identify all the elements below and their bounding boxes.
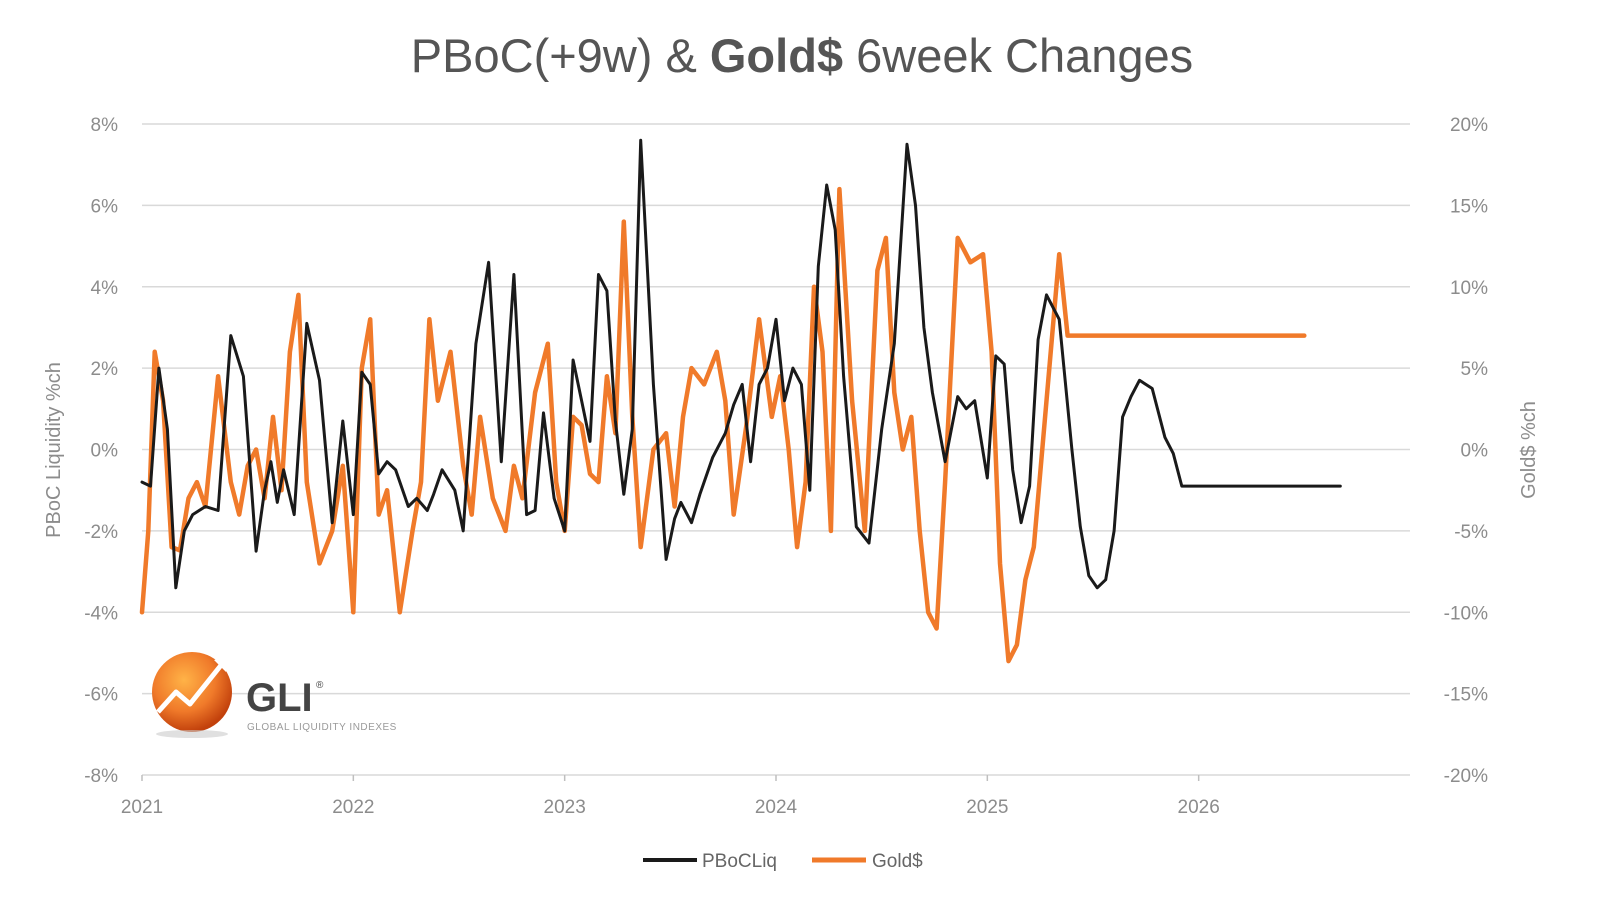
x-tick-label: 2022 (332, 797, 374, 818)
logo-subtitle: GLOBAL LIQUIDITY INDEXES (247, 722, 397, 733)
left-tick-label: 8% (91, 115, 119, 136)
logo-sphere-icon (152, 652, 232, 732)
series-line-pbocliq (140, 138, 1342, 590)
right-tick-label: -15% (1444, 685, 1488, 706)
series-line-gold (139, 186, 1307, 664)
title-bold: Gold$ (710, 29, 843, 82)
legend: PBoCLiq Gold$ (643, 851, 923, 872)
left-axis-title: PBoC Liquidity %ch (43, 362, 65, 538)
title-suffix: 6week Changes (843, 29, 1193, 82)
left-tick-label: -8% (84, 766, 118, 787)
x-axis-ticks: 2021 2022 2023 2024 2025 2026 (121, 775, 1220, 818)
series-layer (139, 138, 1342, 664)
gli-logo: GLI ® GLOBAL LIQUIDITY INDEXES (152, 652, 397, 738)
right-tick-label: 15% (1450, 196, 1488, 217)
x-tick-label: 2026 (1178, 797, 1220, 818)
x-tick-label: 2021 (121, 797, 163, 818)
left-tick-label: 2% (91, 359, 119, 380)
gridlines (142, 123, 1410, 776)
left-tick-label: -6% (84, 685, 118, 706)
x-tick-label: 2025 (966, 797, 1008, 818)
right-tick-label: 0% (1461, 441, 1489, 462)
right-tick-label: 10% (1450, 278, 1488, 299)
logo-name: GLI (246, 676, 313, 720)
chart-title: PBoC(+9w) & Gold$ 6week Changes (411, 29, 1193, 82)
right-tick-label: 20% (1450, 115, 1488, 136)
legend-label-gold: Gold$ (872, 851, 923, 872)
logo-shadow-icon (156, 730, 228, 738)
left-tick-label: -4% (84, 603, 118, 624)
x-tick-label: 2024 (755, 797, 798, 818)
x-tick-label: 2023 (544, 797, 586, 818)
left-tick-label: 4% (91, 278, 119, 299)
logo-registered-mark: ® (316, 680, 324, 691)
right-axis-title: Gold$ %ch (1518, 401, 1540, 499)
left-tick-label: -2% (84, 522, 118, 543)
right-axis-ticks: 20% 15% 10% 5% 0% -5% -10% -15% -20% (1444, 115, 1488, 787)
left-tick-label: 6% (91, 196, 119, 217)
left-axis-ticks: 8% 6% 4% 2% 0% -2% -4% -6% -8% (84, 115, 118, 787)
logo-trend-arrow-icon (156, 662, 224, 714)
logo-arrowhead-icon (214, 656, 230, 672)
title-prefix: PBoC(+9w) & (411, 29, 710, 82)
left-tick-label: 0% (91, 441, 119, 462)
right-tick-label: -10% (1444, 603, 1488, 624)
right-tick-label: -20% (1444, 766, 1488, 787)
right-tick-label: -5% (1454, 522, 1488, 543)
legend-label-pboc: PBoCLiq (702, 851, 777, 872)
right-tick-label: 5% (1461, 359, 1489, 380)
